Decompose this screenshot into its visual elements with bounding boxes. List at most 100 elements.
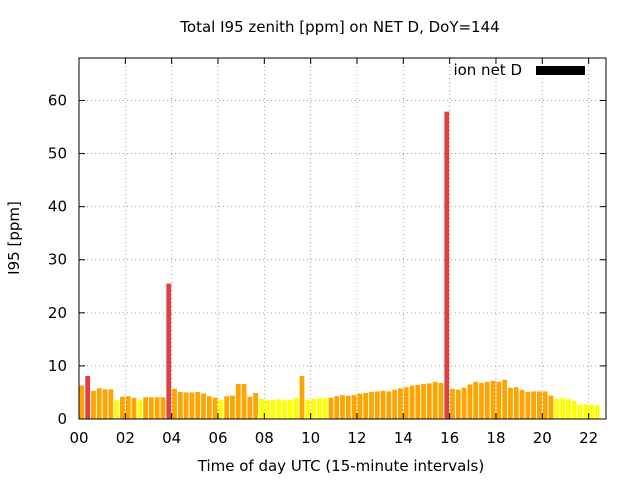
bar [409, 385, 415, 419]
y-tick-label: 0 [57, 410, 67, 428]
y-tick-label: 60 [48, 91, 67, 109]
x-tick-label: 14 [394, 429, 413, 447]
bar [490, 380, 496, 419]
bar [253, 392, 259, 419]
bar [334, 396, 340, 419]
bar [166, 283, 172, 419]
x-tick-label: 20 [533, 429, 552, 447]
bar [461, 387, 467, 419]
bar [571, 400, 577, 419]
bar [311, 398, 316, 419]
plot-frame [78, 57, 607, 420]
bar [287, 399, 293, 419]
bar [85, 375, 91, 419]
bar [369, 391, 374, 419]
bars [79, 111, 600, 420]
bar [328, 397, 334, 419]
bar [154, 397, 160, 419]
bar [357, 393, 363, 419]
bar [363, 392, 369, 419]
y-tick-label: 20 [48, 304, 67, 322]
bar [473, 381, 479, 419]
x-tick-label: 06 [208, 429, 227, 447]
bar [299, 375, 305, 419]
bar [479, 382, 484, 419]
bar [282, 400, 287, 419]
bar [91, 390, 96, 419]
bar [148, 397, 154, 419]
x-tick-label: 16 [440, 429, 459, 447]
bar [183, 392, 189, 419]
bar [565, 398, 571, 419]
bar [426, 383, 432, 419]
x-tick-label: 02 [116, 429, 135, 447]
bar [224, 396, 230, 419]
y-tick-labels: 0 10 20 30 40 50 60 [48, 91, 67, 428]
x-tick-labels: 00 02 04 06 08 10 12 14 16 18 20 22 [69, 429, 598, 447]
bar [305, 399, 311, 419]
bar [548, 395, 554, 419]
bar [525, 391, 531, 419]
bar [560, 398, 565, 419]
legend: ion net D [453, 61, 585, 79]
bar [502, 379, 508, 419]
x-tick-label: 22 [579, 429, 598, 447]
bar [259, 398, 264, 419]
bar [496, 381, 502, 419]
bar [102, 389, 108, 419]
bar [531, 391, 537, 419]
bar [79, 385, 85, 419]
axis-ticks [78, 58, 606, 420]
y-tick-label: 30 [48, 251, 67, 269]
bar [247, 396, 253, 419]
bar [542, 391, 548, 419]
bar [398, 388, 403, 419]
bar [519, 389, 525, 419]
bar [172, 388, 177, 419]
bar [114, 400, 120, 419]
bar [484, 381, 490, 419]
bar [467, 384, 473, 419]
bar [351, 395, 357, 419]
bar [340, 395, 345, 419]
bar [392, 389, 398, 419]
y-tick-label: 40 [48, 198, 67, 216]
bar [374, 391, 380, 419]
bar [577, 404, 583, 419]
bar [386, 391, 392, 419]
bar [96, 388, 102, 419]
x-tick-label: 12 [347, 429, 366, 447]
x-tick-label: 00 [69, 429, 88, 447]
chart-title: Total I95 zenith [ppm] on NET D, DoY=144 [179, 18, 499, 36]
bar [403, 387, 409, 419]
bar [455, 389, 461, 419]
bar [108, 389, 114, 419]
bar [189, 392, 195, 419]
bar [415, 385, 421, 419]
bar [380, 390, 386, 419]
bar [276, 399, 282, 419]
bar [554, 398, 560, 419]
legend-swatch [536, 66, 585, 75]
x-tick-label: 10 [301, 429, 320, 447]
bar [438, 382, 444, 419]
bar [143, 397, 148, 419]
x-tick-label: 08 [255, 429, 274, 447]
x-axis-label: Time of day UTC (15-minute intervals) [197, 457, 484, 475]
bar [160, 397, 166, 419]
bar [137, 400, 143, 419]
bar [131, 397, 137, 419]
y-axis-label: I95 [ppm] [5, 201, 23, 275]
bar [508, 387, 513, 419]
bar [241, 383, 247, 419]
x-tick-label: 18 [486, 429, 505, 447]
bar [212, 397, 218, 419]
bar [345, 395, 351, 419]
bar [583, 404, 589, 419]
y-tick-label: 50 [48, 145, 67, 163]
bar [195, 391, 201, 419]
legend-label: ion net D [453, 61, 522, 79]
bar [177, 391, 183, 419]
bar [594, 405, 600, 419]
